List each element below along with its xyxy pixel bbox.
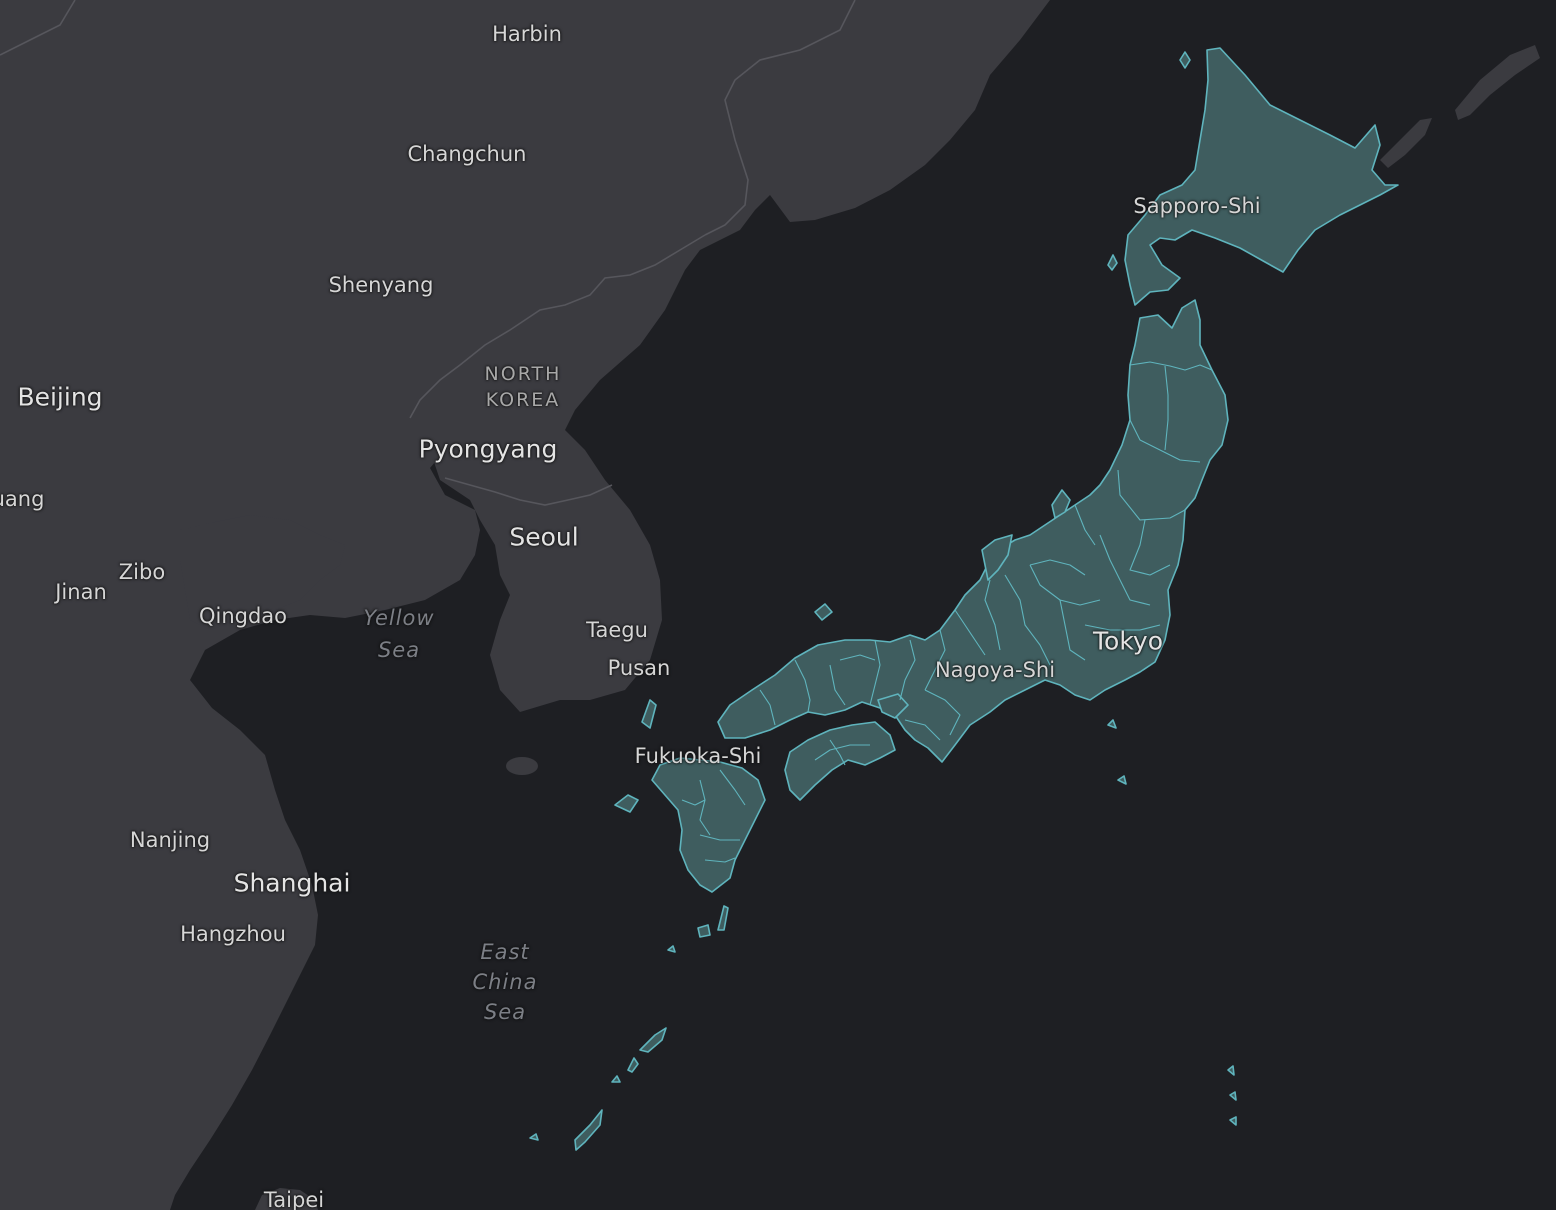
china-russia-border-east xyxy=(704,0,856,236)
city-label-nagoya: Nagoya-Shi xyxy=(934,658,1056,682)
prefecture-border xyxy=(829,664,846,706)
city-label-harbin: Harbin xyxy=(492,22,562,46)
ogasawara-islands[interactable] xyxy=(1227,1065,1237,1126)
city-label-nanjing: Nanjing xyxy=(129,828,211,852)
prefecture-border xyxy=(1099,534,1151,606)
prefecture-border xyxy=(924,629,946,691)
prefecture-border xyxy=(704,857,736,863)
prefecture-border xyxy=(1074,504,1096,546)
okushiri-island[interactable] xyxy=(1107,254,1118,271)
prefecture-border xyxy=(829,739,846,766)
city-label-qingdao: Qingdao xyxy=(198,604,288,628)
country-label-korea: KOREA xyxy=(485,389,561,411)
city-label-zibo: Zibo xyxy=(118,560,166,584)
kuchinoerabu-island[interactable] xyxy=(667,945,676,953)
oki-islands[interactable] xyxy=(814,603,833,621)
prefecture-border xyxy=(839,654,876,661)
prefecture-boundaries xyxy=(681,361,1213,863)
city-label-tokyo: Tokyo xyxy=(1093,626,1163,656)
prefecture-border xyxy=(1029,559,1086,576)
mainland-asia-landmass xyxy=(0,0,1050,1210)
ryukyu-small-3[interactable] xyxy=(529,1133,539,1141)
ryukyu-small-2[interactable] xyxy=(611,1075,621,1083)
prefecture-border xyxy=(699,779,711,836)
prefecture-border xyxy=(1059,599,1086,661)
sea-label-ec-sea: Sea xyxy=(483,1000,527,1024)
prefecture-border xyxy=(699,834,740,841)
prefecture-border xyxy=(814,744,870,761)
city-label-sapporo: Sapporo-Shi xyxy=(1133,194,1261,218)
prefecture-border xyxy=(1129,519,1171,576)
prefecture-border xyxy=(719,769,746,806)
taiwan-landmass xyxy=(255,1188,318,1210)
country-label-north: NORTH xyxy=(484,363,562,385)
prefecture-border xyxy=(904,719,941,741)
prefecture-border xyxy=(1164,365,1169,451)
city-label-shanghai: Shanghai xyxy=(233,868,351,898)
kyushu[interactable] xyxy=(651,757,766,893)
prefecture-border xyxy=(924,689,961,736)
sakhalin-fragment xyxy=(1455,45,1540,120)
prefecture-border xyxy=(1004,574,1051,666)
izu-islands[interactable] xyxy=(1107,719,1127,785)
boundary-lines xyxy=(0,0,856,506)
prefecture-border xyxy=(984,579,1001,651)
prefecture-border xyxy=(1129,419,1201,463)
city-label-jinan: Jinan xyxy=(55,580,107,604)
shikoku[interactable] xyxy=(784,721,896,801)
sea-label-east: East xyxy=(480,940,530,964)
city-label-hangzhou: Hangzhou xyxy=(180,922,286,946)
city-label-fukuoka: Fukuoka-Shi xyxy=(634,744,762,768)
kuril-fragment xyxy=(1380,118,1432,168)
prefecture-border xyxy=(954,609,986,656)
prefecture-border xyxy=(1117,469,1186,521)
yakushima[interactable] xyxy=(697,924,711,938)
rishiri-island[interactable] xyxy=(1179,51,1191,69)
shandong-peninsula xyxy=(180,515,345,630)
city-label-taipei: Taipei xyxy=(263,1188,325,1210)
okinawa-island[interactable] xyxy=(574,1109,603,1151)
city-label-taegu: Taegu xyxy=(586,618,648,642)
city-label-seoul: Seoul xyxy=(509,522,579,552)
honshu[interactable] xyxy=(717,299,1229,763)
hokkaido[interactable] xyxy=(1124,47,1399,306)
sea-label-yellow: Yellow xyxy=(363,606,435,630)
china-russia-border xyxy=(0,0,76,56)
city-label-partial-left: uang xyxy=(0,487,45,511)
city-label-changchun: Changchun xyxy=(407,142,527,166)
prefecture-border xyxy=(869,639,881,706)
city-label-shenyang: Shenyang xyxy=(328,273,434,297)
noto-peninsula[interactable] xyxy=(981,534,1013,581)
prefecture-border xyxy=(681,799,706,806)
tsushima-island[interactable] xyxy=(641,699,657,729)
goto-islands[interactable] xyxy=(614,794,639,813)
sea-label-china: China xyxy=(472,970,538,994)
jeju-island xyxy=(506,757,538,775)
amami-islands[interactable] xyxy=(639,1027,667,1053)
inter-korean-border xyxy=(444,477,613,506)
prefecture-border xyxy=(794,659,811,713)
sea-label-yellow-sea: Sea xyxy=(377,638,421,662)
city-label-beijing: Beijing xyxy=(17,382,103,412)
prefecture-border xyxy=(899,639,916,701)
prefecture-border xyxy=(1129,361,1213,371)
china-korea-border xyxy=(409,234,706,419)
ryukyu-small-1[interactable] xyxy=(627,1057,639,1073)
prefecture-border xyxy=(1084,624,1161,631)
city-label-pyongyang: Pyongyang xyxy=(418,434,558,464)
city-label-pusan: Pusan xyxy=(607,656,671,680)
tanegashima[interactable] xyxy=(717,905,729,931)
prefecture-border xyxy=(759,689,776,726)
sado-island[interactable] xyxy=(1051,489,1071,519)
